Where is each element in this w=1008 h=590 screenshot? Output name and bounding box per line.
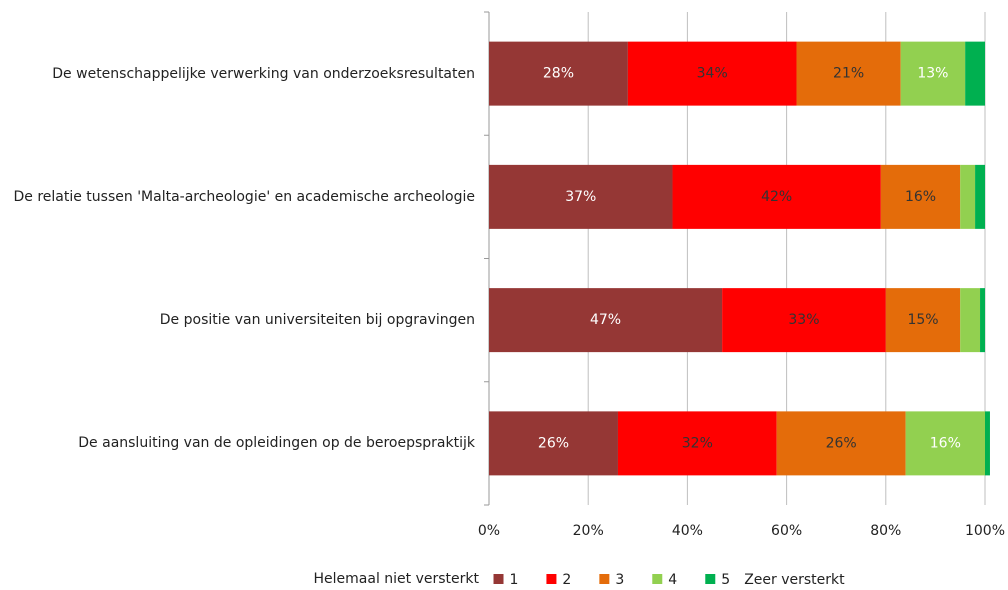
y-tick-label-text: De wetenschappelijke verwerking van onde… [52,65,475,82]
value-label: 37% [565,189,596,205]
bar-segment [880,164,961,229]
bar-segment [776,411,906,476]
bar-segment [900,41,966,106]
bar-segment [489,41,628,106]
value-label: 26% [826,435,857,451]
x-tick-label: 0% [478,523,500,539]
bar-segment [489,411,618,476]
bar-segment [965,41,985,106]
bar-segment [975,164,985,229]
bar-segment [489,288,723,353]
legend-swatch [493,574,504,584]
x-tick-label: 60% [771,523,802,539]
y-tick-label: De positie van universiteiten bij opgrav… [5,311,475,329]
legend-label: 3 [615,572,624,588]
legend-right-label: Zeer versterkt [744,572,845,588]
value-label: 42% [761,189,792,205]
value-label: 21% [833,66,864,82]
bar-segment [796,41,901,106]
bar-segment [980,288,985,353]
legend-label: 1 [510,572,519,588]
y-tick-label: De aansluiting van de opleidingen op de … [5,434,475,452]
x-tick-label: 40% [672,523,703,539]
bar-segment [722,288,886,353]
bar-segment [672,164,881,229]
y-tick-label-text: De positie van universiteiten bij opgrav… [159,312,475,329]
bar-segment [885,288,961,353]
legend-left-label: Helemaal niet versterkt [314,571,480,587]
legend-swatch [599,574,610,584]
bar-segment [960,164,976,229]
bar-segment [960,288,981,353]
bar-segment [489,164,673,229]
y-tick-label: De relatie tussen 'Malta-archeologie' en… [5,188,475,206]
x-tick-label: 80% [870,523,901,539]
legend-swatch [546,574,557,584]
bar-segment [985,411,990,476]
value-label: 32% [682,435,713,451]
value-label: 33% [788,312,819,328]
bar-segment [617,411,777,476]
value-label: 13% [917,66,948,82]
bar-segment [627,41,797,106]
y-tick-label: De wetenschappelijke verwerking van onde… [5,65,475,83]
y-tick-label-text: De relatie tussen 'Malta-archeologie' en… [13,188,475,205]
value-label: 16% [930,435,961,451]
legend-label: 2 [562,572,571,588]
value-label: 47% [590,312,621,328]
x-tick-label: 100% [965,523,1005,539]
legend-swatch [705,574,716,584]
bar-segment [905,411,985,476]
value-label: 28% [543,66,574,82]
value-label: 34% [697,66,728,82]
legend-swatch [652,574,663,584]
x-tick-label: 20% [573,523,604,539]
value-label: 16% [905,189,936,205]
legend-label: 5 [721,572,730,588]
value-label: 26% [538,435,569,451]
y-tick-label-text: De aansluiting van de opleidingen op de … [78,435,475,452]
legend-label: 4 [668,572,677,588]
value-label: 15% [907,312,938,328]
